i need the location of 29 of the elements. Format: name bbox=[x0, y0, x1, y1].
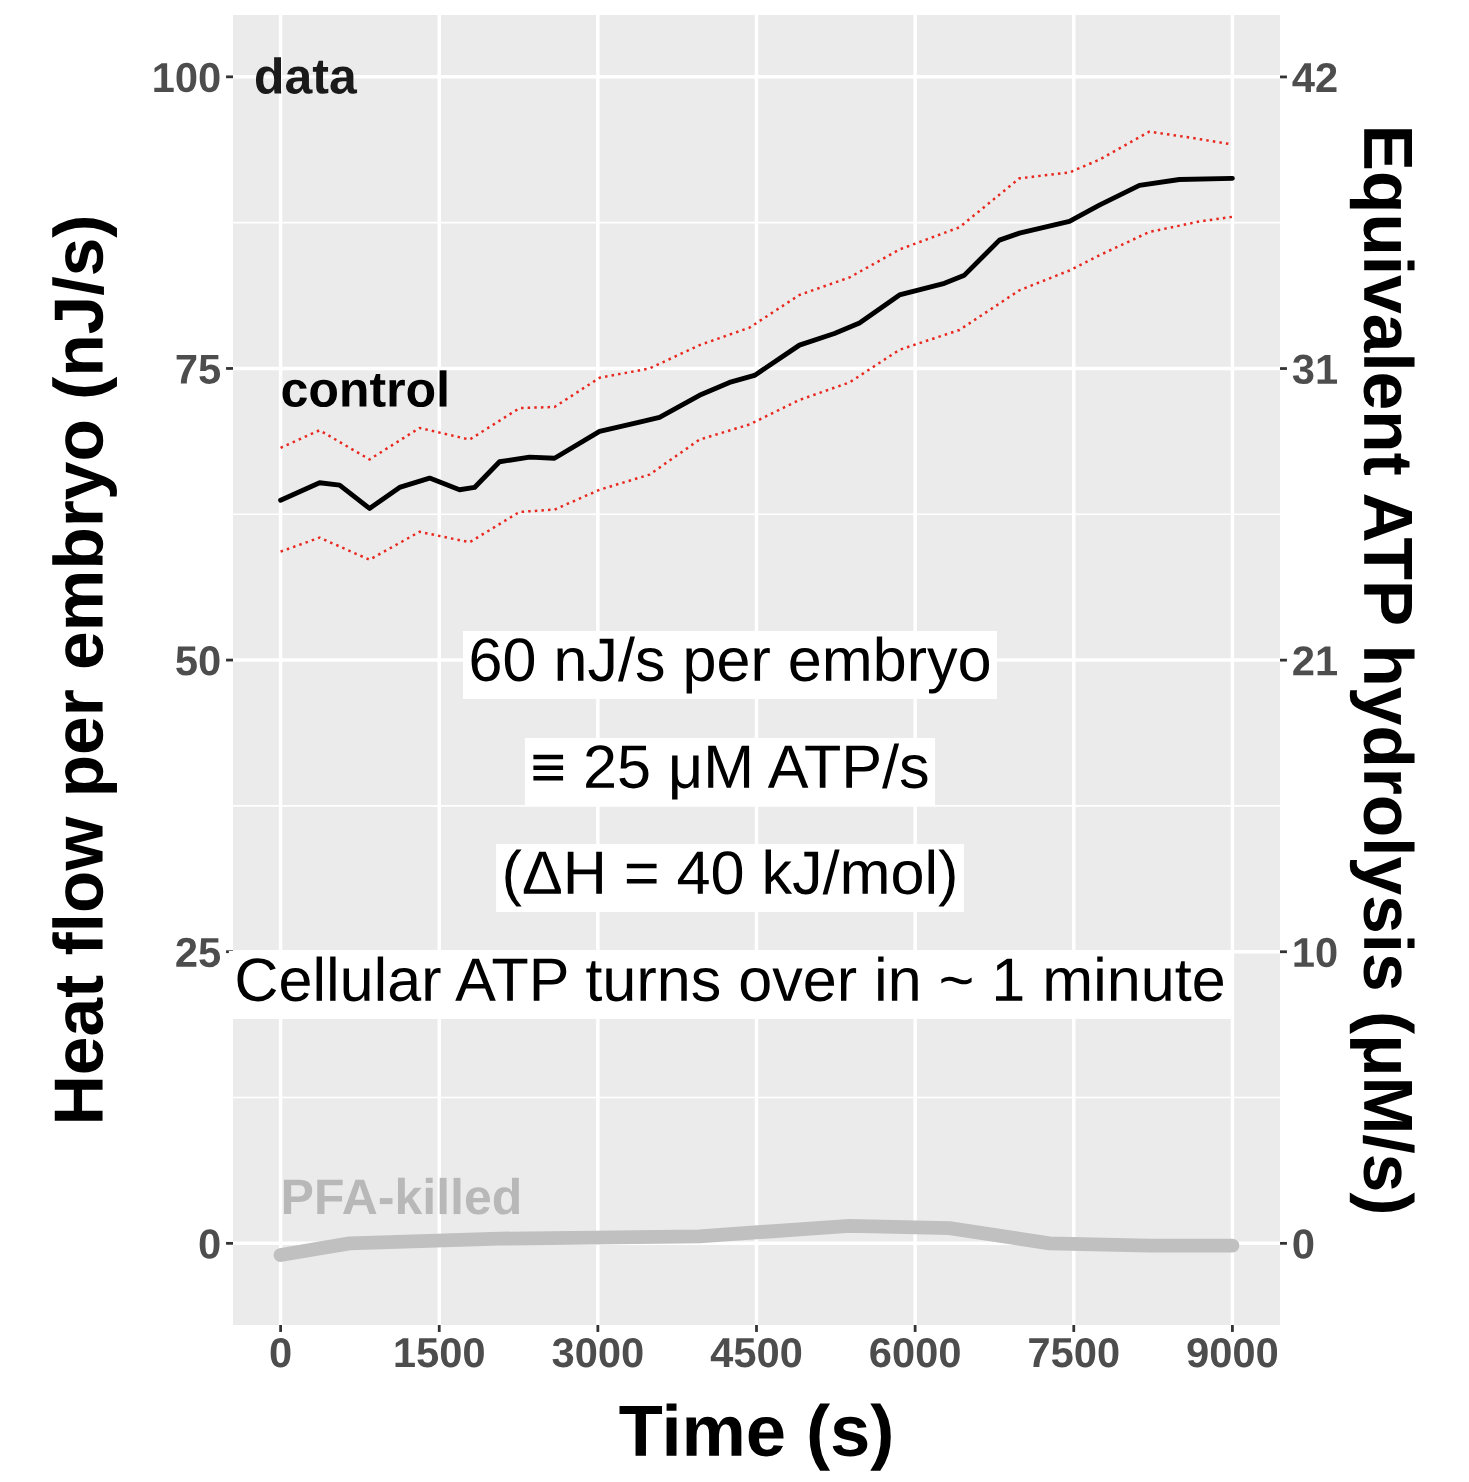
x-tick-label: 9000 bbox=[1187, 1337, 1278, 1368]
series-label: control bbox=[282, 370, 447, 408]
y2-tick-label: 0 bbox=[1293, 1229, 1314, 1259]
y-tick-label: 50 bbox=[176, 646, 220, 676]
x-tick-label: 1500 bbox=[395, 1337, 484, 1368]
y2-tick-label: 31 bbox=[1292, 354, 1337, 385]
x-tick-label: 3000 bbox=[552, 1337, 643, 1368]
annotation: (ΔH = 40 kJ/mol) bbox=[505, 849, 955, 907]
y2-tick-label: 10 bbox=[1294, 937, 1337, 968]
y2-tick-label: 42 bbox=[1292, 62, 1337, 93]
y2-axis-title: Equivalent ATP hydrolysis (μM/s) bbox=[1349, 129, 1415, 1212]
y-tick-label: 100 bbox=[154, 62, 220, 93]
y-axis-title: Heat flow per embryo (nJ/s) bbox=[52, 218, 117, 1121]
x-tick-label: 4500 bbox=[710, 1337, 802, 1368]
x-tick-label: 0 bbox=[270, 1337, 291, 1368]
annotation: 60 nJ/s per embryo bbox=[471, 636, 989, 694]
annotation: data bbox=[255, 57, 358, 94]
y2-tick-label: 21 bbox=[1293, 646, 1337, 676]
line-series bbox=[279, 215, 1234, 562]
line-series bbox=[278, 175, 1235, 511]
series-label: PFA-killed bbox=[283, 1177, 520, 1215]
y-tick-label: 25 bbox=[176, 937, 221, 968]
x-tick-label: 6000 bbox=[870, 1337, 960, 1368]
y-tick-label: 75 bbox=[176, 354, 221, 384]
x-tick-label: 7500 bbox=[1029, 1337, 1119, 1368]
annotation: Cellular ATP turns over in ~ 1 minute bbox=[237, 956, 1223, 1002]
x-axis-title: Time (s) bbox=[619, 1403, 891, 1471]
y-tick-label: 0 bbox=[199, 1229, 220, 1259]
annotation: ≡ 25 μM ATP/s bbox=[533, 743, 928, 800]
